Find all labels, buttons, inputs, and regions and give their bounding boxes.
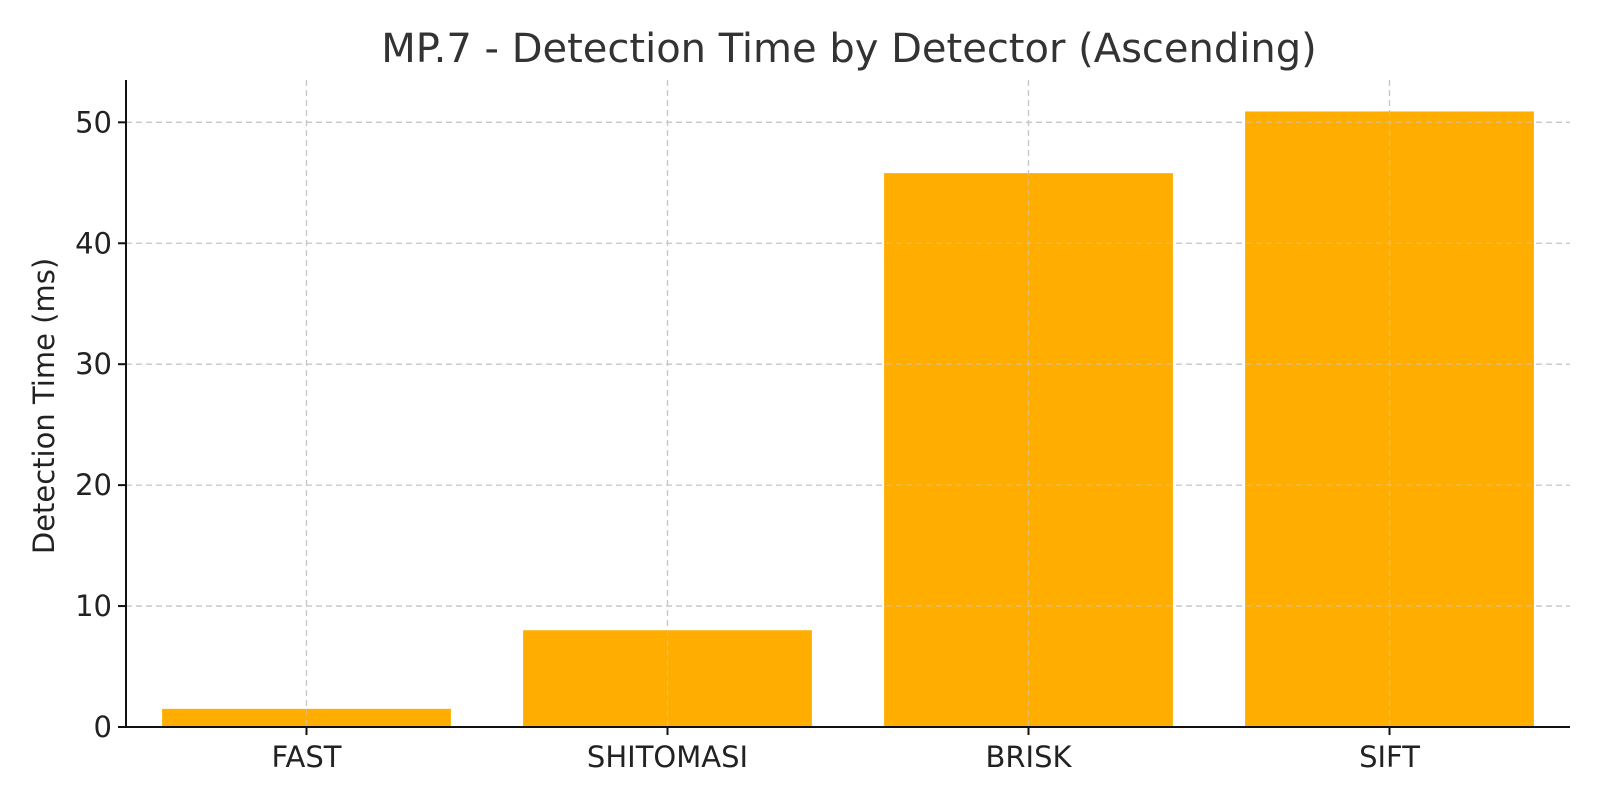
axes-layer — [125, 80, 1570, 728]
y-tick-label: 40 — [75, 226, 112, 260]
ticks-layer: 0 10 20 30 40 50 FAST SHITOMASI BRISK SIFT — [75, 105, 1420, 774]
y-axis-label: Detection Time (ms) — [27, 258, 61, 554]
y-tick-label: 10 — [75, 589, 112, 623]
y-tick-label: 0 — [94, 710, 112, 744]
y-tick-label: 50 — [75, 105, 112, 139]
x-tick-label: SHITOMASI — [587, 740, 748, 774]
x-tick-label: BRISK — [985, 740, 1072, 774]
y-tick-label: 20 — [75, 468, 112, 502]
chart-title: MP.7 - Detection Time by Detector (Ascen… — [381, 26, 1316, 72]
y-tick-label: 30 — [75, 347, 112, 381]
x-tick-label: SIFT — [1359, 740, 1420, 774]
bar-fast — [162, 708, 451, 727]
bars-layer — [162, 111, 1534, 727]
x-tick-label: FAST — [272, 740, 342, 774]
